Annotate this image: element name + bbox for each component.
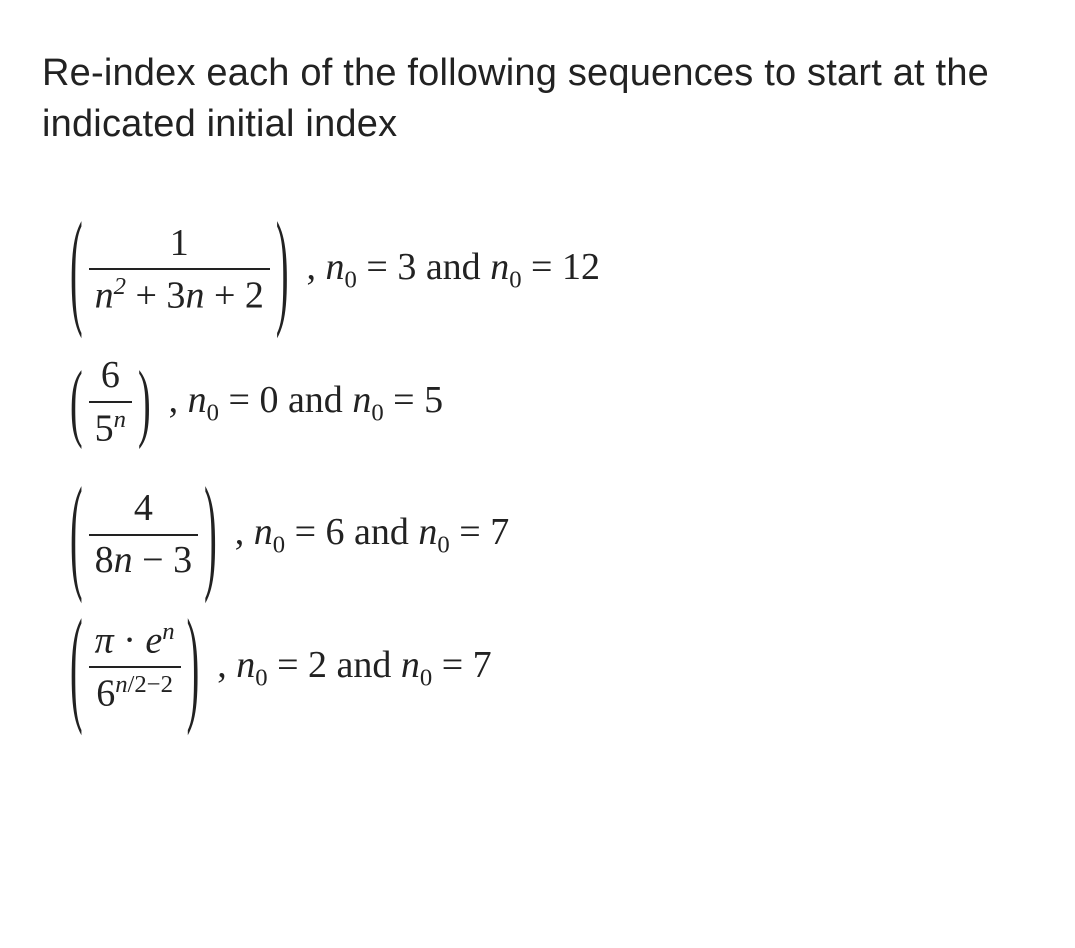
equals: = (442, 644, 473, 686)
sub-zero: 0 (371, 400, 383, 427)
problem-list: ( 1 n2 + 3n + 2 ) , n0 = 3 and n0 = 12 (… (70, 221, 1033, 718)
value-a: 6 (326, 511, 345, 553)
problem-row: ( 6 5n ) , n0 = 0 and n0 = 5 (70, 353, 1033, 452)
n-var: n (418, 511, 437, 553)
n-var: n (236, 644, 255, 686)
value-b: 5 (424, 379, 443, 421)
comma: , (307, 246, 326, 288)
value-a: 0 (259, 379, 278, 421)
numerator: π · en (89, 617, 181, 664)
and-word: and (337, 644, 401, 686)
problem-row: ( π · en 6n/2−2 ) , n0 = 2 and n0 = 7 (70, 617, 1033, 717)
condition-text: , n0 = 6 and n0 = 7 (235, 510, 509, 560)
right-paren: ) (138, 352, 151, 453)
numerator: 6 (95, 353, 126, 399)
sub-zero: 0 (255, 664, 267, 691)
left-paren: ( (70, 460, 83, 610)
fraction: 4 8n − 3 (89, 486, 198, 583)
n-var: n (188, 379, 207, 421)
left-paren: ( (70, 593, 83, 743)
value-b: 7 (490, 511, 509, 553)
sub-zero: 0 (420, 664, 432, 691)
problem-row: ( 4 8n − 3 ) , n0 = 6 and n0 = 7 (70, 486, 1033, 583)
prompt-text: Re-index each of the following sequences… (42, 48, 1033, 151)
fraction-bar (89, 534, 198, 536)
denominator: 6n/2−2 (90, 670, 179, 717)
value-a: 2 (308, 644, 327, 686)
fraction: 6 5n (89, 353, 132, 452)
denominator: 8n − 3 (89, 538, 198, 584)
n-var: n (326, 246, 345, 288)
equals: = (229, 379, 260, 421)
comma: , (235, 511, 254, 553)
equals: = (295, 511, 326, 553)
left-paren: ( (70, 195, 83, 345)
sub-zero: 0 (437, 532, 449, 559)
sub-zero: 0 (345, 267, 357, 294)
sequence-expression: ( 6 5n ) (70, 353, 151, 452)
condition-text: , n0 = 2 and n0 = 7 (217, 643, 491, 693)
value-b: 12 (562, 246, 600, 288)
right-paren: ) (276, 195, 289, 345)
denominator: n2 + 3n + 2 (89, 272, 270, 319)
value-a: 3 (397, 246, 416, 288)
n-var: n (401, 644, 420, 686)
fraction-bar (89, 401, 132, 403)
and-word: and (426, 246, 490, 288)
problem-row: ( 1 n2 + 3n + 2 ) , n0 = 3 and n0 = 12 (70, 221, 1033, 320)
comma: , (169, 379, 188, 421)
and-word: and (288, 379, 352, 421)
fraction-bar (89, 268, 270, 270)
equals: = (366, 246, 397, 288)
n-var: n (490, 246, 509, 288)
sub-zero: 0 (273, 532, 285, 559)
sub-zero: 0 (509, 267, 521, 294)
equals: = (531, 246, 562, 288)
sequence-expression: ( 4 8n − 3 ) (70, 486, 217, 583)
equals: = (459, 511, 490, 553)
fraction: π · en 6n/2−2 (89, 617, 181, 717)
left-paren: ( (70, 352, 83, 453)
equals: = (277, 644, 308, 686)
right-paren: ) (187, 593, 200, 743)
sub-zero: 0 (207, 400, 219, 427)
sequence-expression: ( 1 n2 + 3n + 2 ) (70, 221, 289, 320)
equals: = (393, 379, 424, 421)
denominator: 5n (89, 405, 132, 452)
fraction: 1 n2 + 3n + 2 (89, 221, 270, 320)
condition-text: , n0 = 0 and n0 = 5 (169, 378, 443, 428)
sequence-expression: ( π · en 6n/2−2 ) (70, 617, 199, 717)
n-var: n (254, 511, 273, 553)
n-var: n (352, 379, 371, 421)
and-word: and (354, 511, 418, 553)
right-paren: ) (204, 460, 217, 610)
numerator: 1 (164, 221, 195, 267)
fraction-bar (89, 666, 181, 668)
numerator: 4 (128, 486, 159, 532)
comma: , (217, 644, 236, 686)
condition-text: , n0 = 3 and n0 = 12 (307, 245, 600, 295)
value-b: 7 (473, 644, 492, 686)
